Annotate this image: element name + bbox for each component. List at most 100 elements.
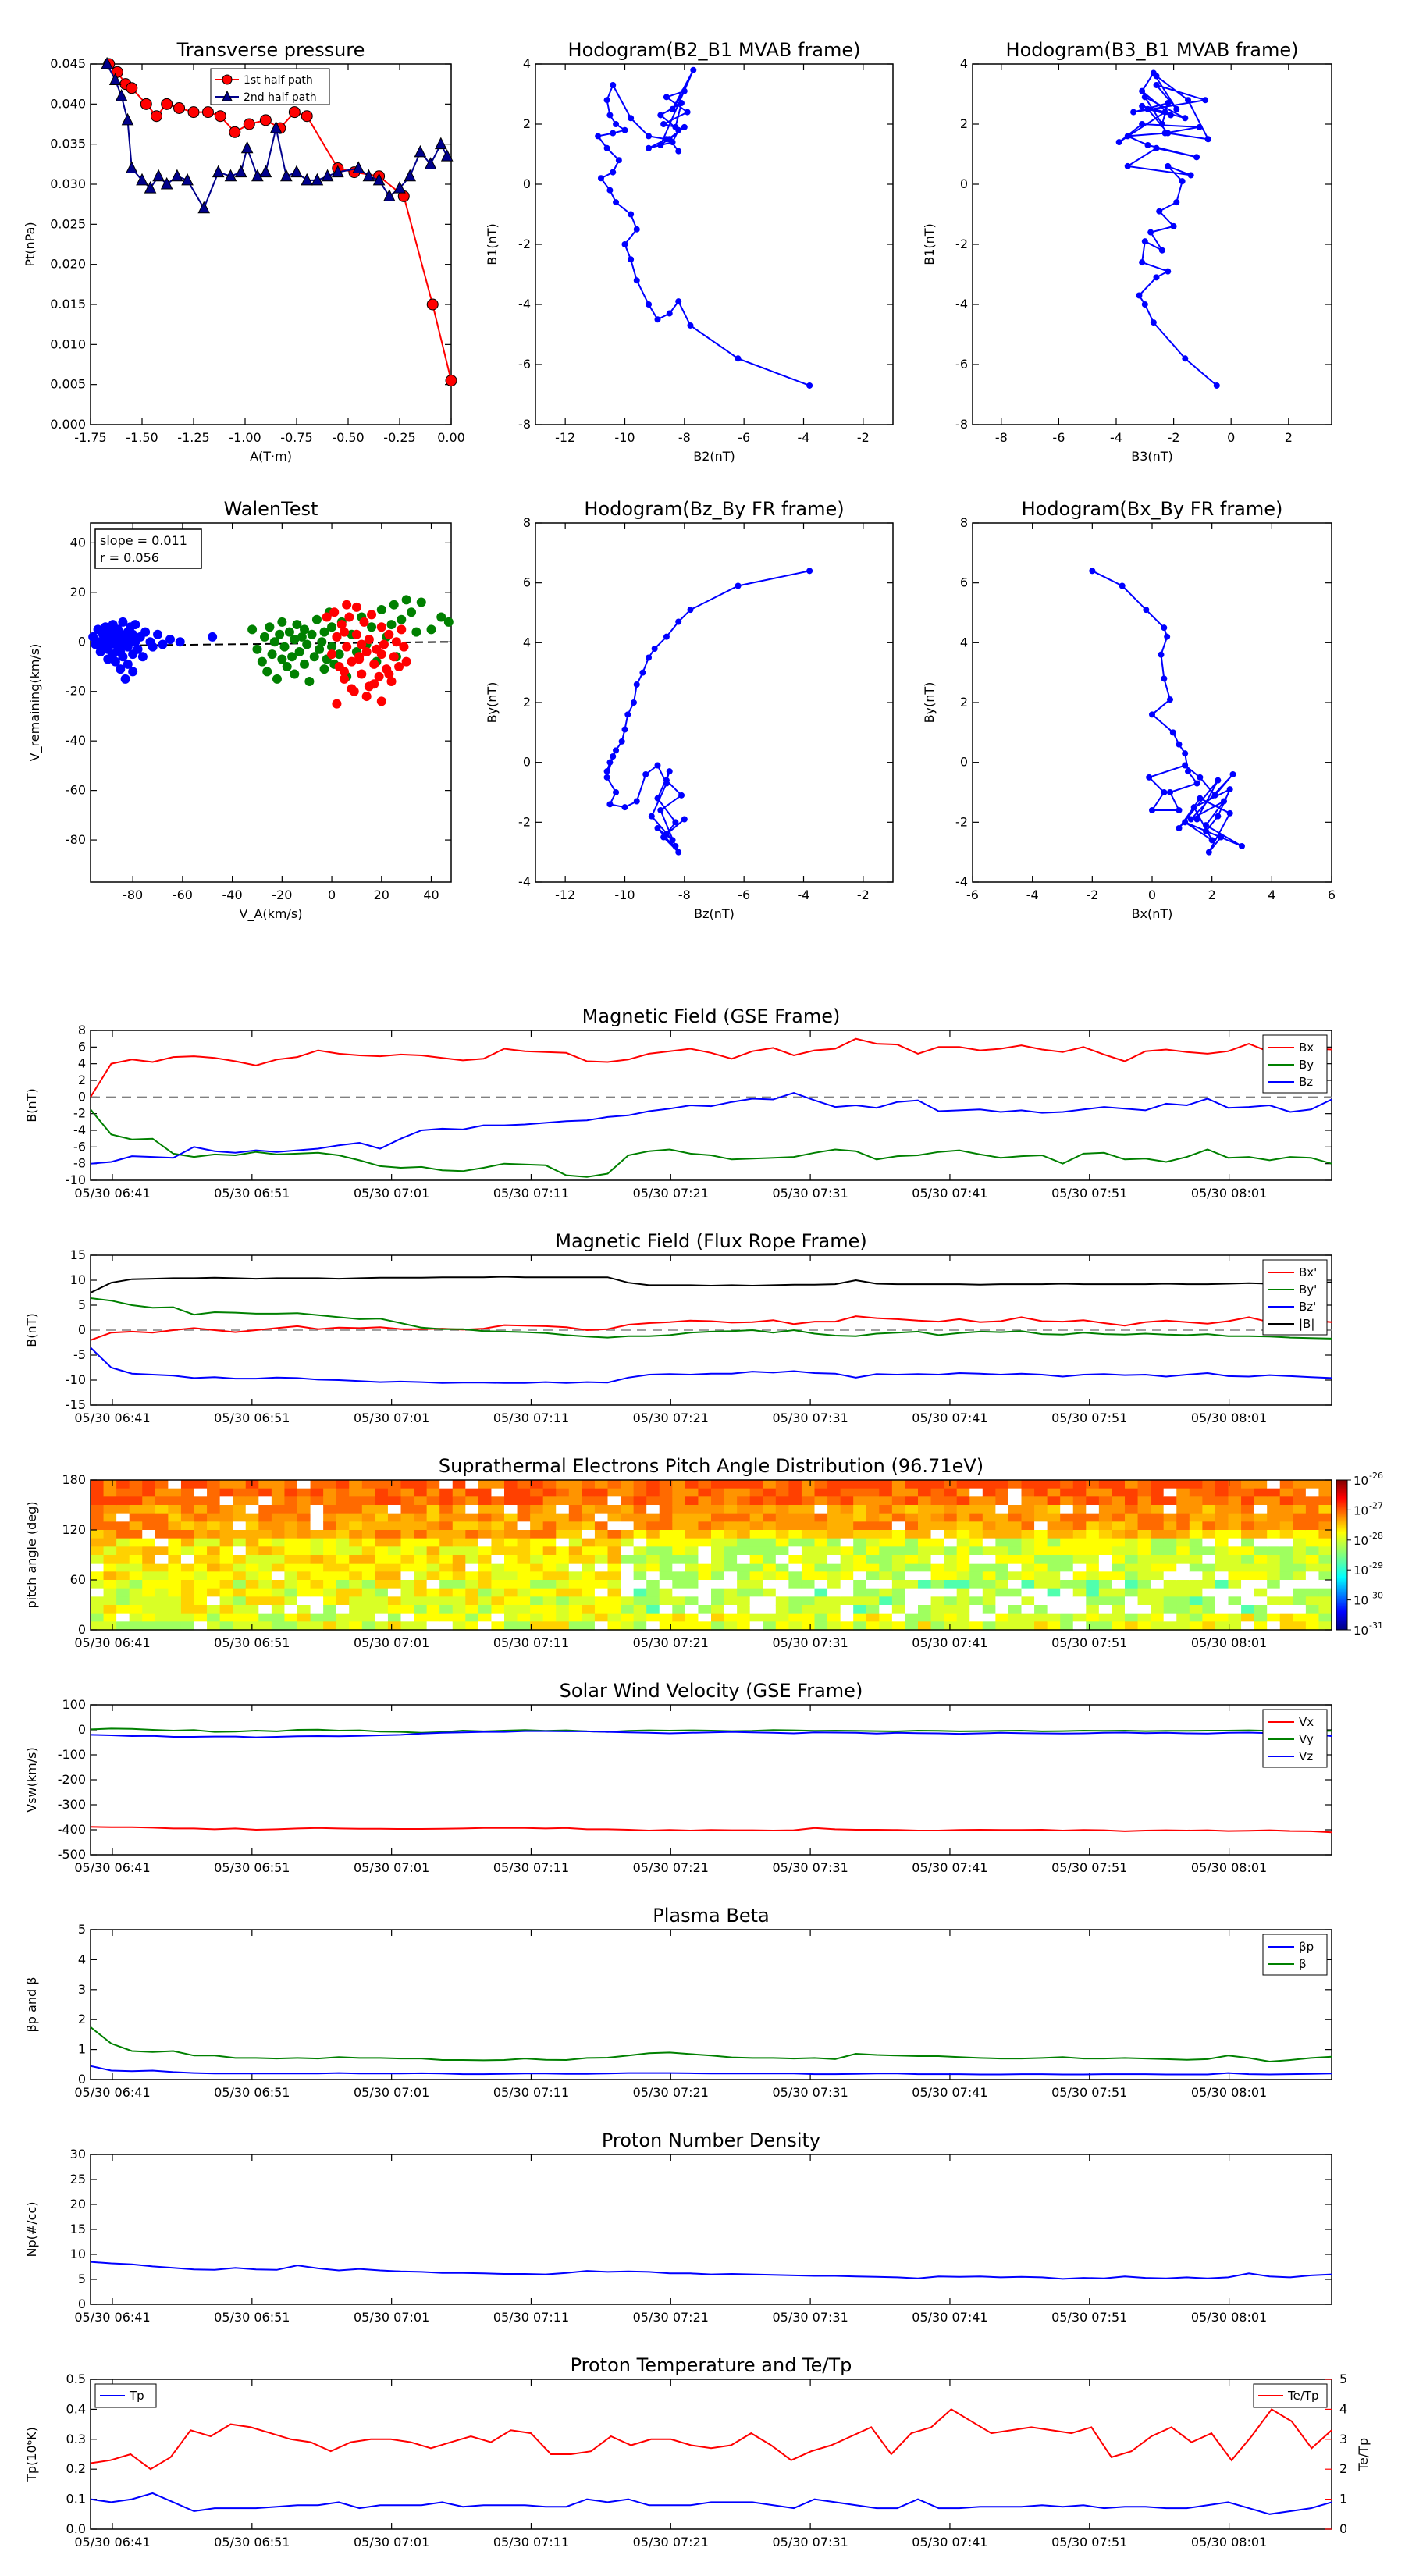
pad-cell: [1267, 1513, 1281, 1522]
pad-cell: [465, 1513, 479, 1522]
pad-cell: [414, 1621, 428, 1631]
pad-cell: [375, 1613, 389, 1622]
pad-cell: [1189, 1521, 1203, 1531]
beta-xtick-label: 05/30 06:51: [214, 2085, 290, 2100]
pad-cell: [1047, 1571, 1061, 1581]
pad-cell: [969, 1571, 984, 1581]
pad-cell: [310, 1555, 324, 1564]
pad-cell: [918, 1613, 932, 1622]
hodo1-point: [735, 355, 742, 362]
walen-point: [309, 652, 319, 662]
pad-cell: [1254, 1605, 1268, 1614]
walen-point: [359, 617, 369, 627]
pad-cell: [556, 1571, 570, 1581]
pad-cell: [621, 1513, 635, 1522]
hodo2-point: [1124, 133, 1131, 140]
pad-cell: [530, 1496, 544, 1506]
pad-cell: [517, 1571, 531, 1581]
pad-cell: [1047, 1580, 1061, 1589]
pad-cell: [375, 1555, 389, 1564]
pad-cell: [737, 1605, 751, 1614]
pad-cell: [478, 1613, 493, 1622]
pad-cell: [956, 1605, 970, 1614]
pad-cell: [180, 1596, 195, 1606]
pad-cell: [724, 1555, 738, 1564]
pad-cell: [1098, 1530, 1113, 1539]
walen-point: [277, 654, 287, 664]
pad-cell: [1125, 1513, 1139, 1522]
pad-xtick-label: 05/30 08:01: [1191, 1635, 1267, 1650]
pad-cell: [879, 1513, 893, 1522]
pad-cell: [1189, 1580, 1203, 1589]
pad-cell: [1112, 1596, 1126, 1606]
walen-point: [361, 692, 372, 702]
pad-cell: [1215, 1505, 1229, 1514]
pad-cell: [91, 1480, 105, 1489]
hodo1-point: [666, 310, 673, 317]
pad-cell: [375, 1521, 389, 1531]
hodo2-xtick-label: 0: [1227, 430, 1235, 445]
pad-cell: [891, 1496, 906, 1506]
pad-cell: [297, 1513, 311, 1522]
pad-cell: [918, 1563, 932, 1572]
pad-cell: [1112, 1555, 1126, 1564]
walen-point: [158, 639, 168, 649]
pad-cell: [1086, 1496, 1100, 1506]
pad-cell: [1189, 1546, 1203, 1556]
hodo3-ytick-label: 6: [523, 575, 531, 590]
pad-cell: [129, 1563, 143, 1572]
pad-cell: [542, 1580, 557, 1589]
pad-cell: [685, 1588, 699, 1597]
pad-colorbar-exp: -28: [1369, 1531, 1383, 1541]
beta-ytick-label: 1: [78, 2042, 86, 2057]
pad-cell: [1098, 1596, 1113, 1606]
pad-cell: [1254, 1571, 1268, 1581]
hodo1-point: [675, 148, 682, 155]
pad-cell: [323, 1480, 337, 1489]
pad-cell: [439, 1521, 454, 1531]
pad-cell: [775, 1588, 789, 1597]
pad-cell: [891, 1555, 906, 1564]
pad-cell: [607, 1596, 621, 1606]
pad-cell: [1086, 1505, 1100, 1514]
pad-cell: [207, 1580, 221, 1589]
pad-cell: [323, 1555, 337, 1564]
pad-cell: [1008, 1488, 1023, 1497]
pad-cell: [1293, 1563, 1307, 1572]
pad-cell: [1034, 1488, 1048, 1497]
mag_gse-legend-box: [1262, 1034, 1328, 1094]
pad-cell: [310, 1613, 324, 1622]
pad-cell: [711, 1580, 725, 1589]
pad-cell: [930, 1571, 944, 1581]
pad-cell: [1215, 1480, 1229, 1489]
pad-cell: [310, 1488, 324, 1497]
pad-cell: [853, 1505, 867, 1514]
pad-cell: [1086, 1621, 1100, 1631]
pad-cell: [168, 1505, 182, 1514]
walen-point: [367, 610, 377, 620]
pad-cell: [168, 1530, 182, 1539]
pad-cell: [194, 1521, 208, 1531]
pad-cell: [310, 1596, 324, 1606]
pad-cell: [1060, 1605, 1074, 1614]
pad-cell: [194, 1555, 208, 1564]
pad-cell: [711, 1488, 725, 1497]
hodo2-ytick-label: 2: [960, 116, 968, 131]
walen-point: [397, 614, 407, 624]
pad-cell: [905, 1605, 919, 1614]
hodo1-point: [628, 211, 635, 218]
pad-cell: [310, 1505, 324, 1514]
hodo4-xtick-label: -6: [966, 888, 979, 902]
hodo4-point: [1167, 789, 1173, 795]
mag_fr-ytick-label: -15: [66, 1397, 86, 1412]
pt-legend-marker: [222, 90, 233, 101]
pad-cell: [556, 1613, 570, 1622]
pad-cell: [271, 1496, 286, 1506]
pad-cell: [995, 1513, 1009, 1522]
pad-cell: [116, 1555, 130, 1564]
pad-cell: [400, 1580, 414, 1589]
pad-cell: [349, 1496, 363, 1506]
pad-cell: [1034, 1580, 1048, 1589]
pad-cell: [788, 1596, 802, 1606]
pad-cell: [1034, 1596, 1048, 1606]
